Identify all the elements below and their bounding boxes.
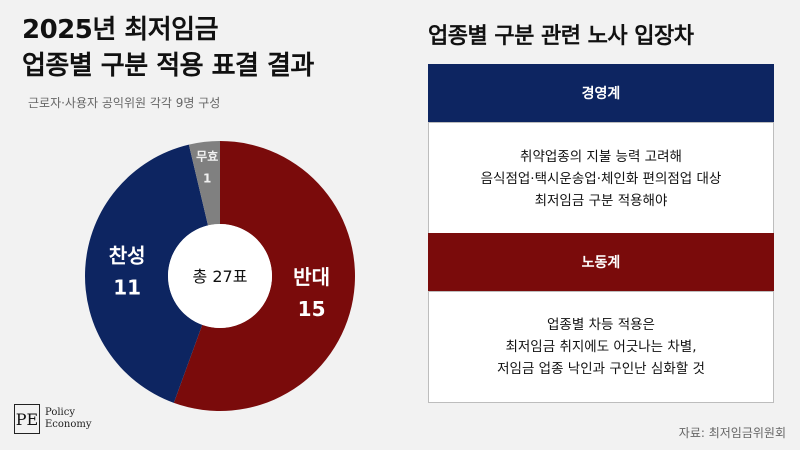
chart-subtitle: 근로자·사용자 공익위원 각각 9명 구성 <box>28 96 221 110</box>
donut-center-label: 총 27표 <box>193 267 248 286</box>
publisher-logo: PE Policy Economy <box>14 404 92 434</box>
labor-line-2: 최저임금 취지에도 어긋나는 차별, <box>505 339 697 355</box>
source-note: 자료: 최저임금위원회 <box>678 426 786 440</box>
slice-label-against: 반대 <box>293 265 330 289</box>
business-panel-heading: 경영계 <box>428 64 774 122</box>
labor-line-1: 업종별 차등 적용은 <box>547 317 655 333</box>
business-line-1: 취약업종의 지불 능력 고려해 <box>520 148 682 165</box>
business-panel-body: 취약업종의 지불 능력 고려해 음식점업·택시운송업·체인화 편의점업 대상 최… <box>428 122 774 235</box>
chart-title-line-2: 업종별 구분 적용 표결 결과 <box>22 51 314 81</box>
labor-panel-body: 업종별 차등 적용은 최저임금 취지에도 어긋나는 차별, 저임금 업종 낙인과… <box>428 291 774 403</box>
slice-value-for: 11 <box>113 276 141 300</box>
slice-value-against: 15 <box>298 297 326 321</box>
chart-title: 2025년 최저임금 업종별 구분 적용 표결 결과 <box>22 12 314 84</box>
slice-value-invalid: 1 <box>203 172 211 186</box>
slice-label-for: 찬성 <box>109 244 146 268</box>
business-panel: 경영계 취약업종의 지불 능력 고려해 음식점업·택시운송업·체인화 편의점업 … <box>428 64 774 235</box>
donut-hole <box>168 224 272 328</box>
slice-for <box>85 144 209 403</box>
chart-title-line-1: 2025년 최저임금 <box>22 15 219 45</box>
labor-panel: 노동계 업종별 차등 적용은 최저임금 취지에도 어긋나는 차별, 저임금 업종… <box>428 233 774 403</box>
labor-panel-heading: 노동계 <box>428 233 774 291</box>
slice-label-invalid: 무효 <box>196 150 218 164</box>
donut-chart: 반대 15 찬성 11 무효 1 총 27표 <box>85 141 356 411</box>
slice-invalid <box>188 141 220 226</box>
labor-line-3: 저임금 업종 낙인과 구인난 심화할 것 <box>497 361 705 377</box>
logo-text: Policy Economy <box>45 407 92 431</box>
logo-line-2: Economy <box>45 419 92 430</box>
business-line-3: 최저임금 구분 적용해야 <box>534 192 668 209</box>
logo-mark: PE <box>14 404 40 434</box>
slice-against <box>173 141 356 411</box>
business-line-2: 음식점업·택시운송업·체인화 편의점업 대상 <box>480 170 722 187</box>
logo-line-1: Policy <box>45 407 75 418</box>
positions-title: 업종별 구분 관련 노사 입장차 <box>428 24 694 49</box>
